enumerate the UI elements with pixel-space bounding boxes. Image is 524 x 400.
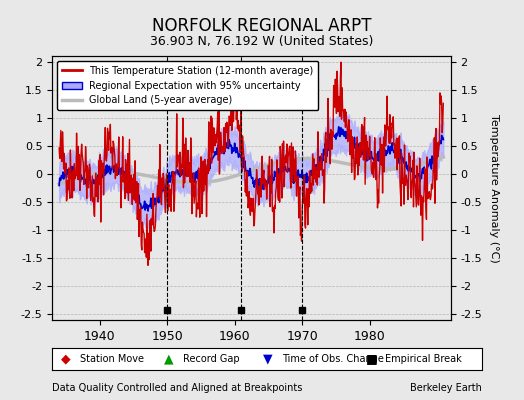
Text: Berkeley Earth: Berkeley Earth [410, 383, 482, 393]
Legend: This Temperature Station (12-month average), Regional Expectation with 95% uncer: This Temperature Station (12-month avera… [57, 61, 319, 110]
Text: Record Gap: Record Gap [183, 354, 240, 364]
Text: Empirical Break: Empirical Break [385, 354, 462, 364]
Text: Time of Obs. Change: Time of Obs. Change [282, 354, 384, 364]
Text: Data Quality Controlled and Aligned at Breakpoints: Data Quality Controlled and Aligned at B… [52, 383, 303, 393]
Y-axis label: Temperature Anomaly (°C): Temperature Anomaly (°C) [489, 114, 499, 262]
Text: ■: ■ [366, 352, 378, 366]
Text: ◆: ◆ [61, 352, 71, 366]
Text: Station Move: Station Move [80, 354, 144, 364]
Text: ▲: ▲ [164, 352, 174, 366]
Text: ▼: ▼ [263, 352, 272, 366]
Text: 36.903 N, 76.192 W (United States): 36.903 N, 76.192 W (United States) [150, 36, 374, 48]
Text: NORFOLK REGIONAL ARPT: NORFOLK REGIONAL ARPT [152, 17, 372, 35]
